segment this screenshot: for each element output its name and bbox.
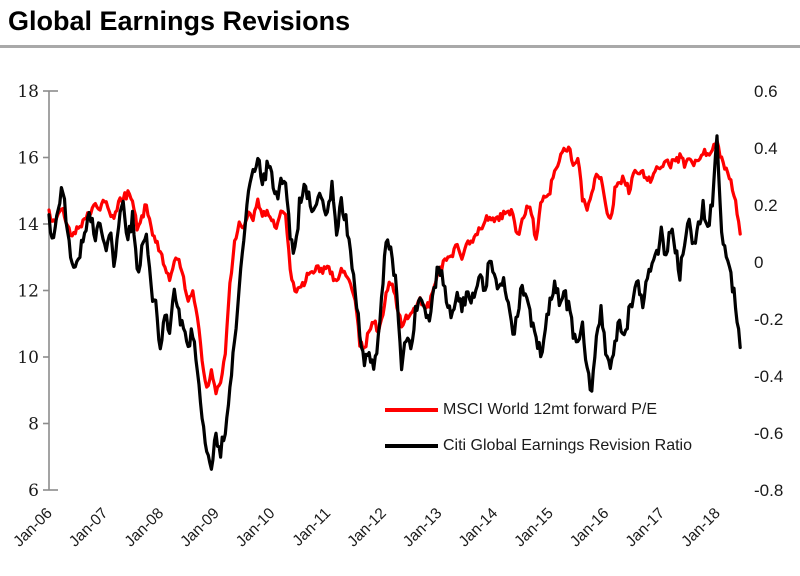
title-divider <box>0 45 800 48</box>
svg-text:Jan-11: Jan-11 <box>289 505 334 550</box>
svg-text:0.4: 0.4 <box>754 139 778 158</box>
svg-text:-0.8: -0.8 <box>754 481 783 500</box>
legend-item-msci: MSCI World 12mt forward P/E <box>385 398 692 422</box>
chart-legend: MSCI World 12mt forward P/E Citi Global … <box>385 398 692 470</box>
svg-text:0.6: 0.6 <box>754 82 778 101</box>
msci-line-swatch <box>385 408 438 412</box>
legend-label-citi: Citi Global Earnings Revision Ratio <box>443 437 692 454</box>
svg-text:14: 14 <box>17 215 39 235</box>
citi-line-swatch <box>385 444 438 448</box>
svg-text:Jan-06: Jan-06 <box>10 505 56 551</box>
svg-text:Jan-09: Jan-09 <box>177 505 223 551</box>
svg-text:Jan-14: Jan-14 <box>456 505 502 551</box>
svg-text:6: 6 <box>28 481 39 501</box>
svg-text:12: 12 <box>17 282 39 302</box>
svg-text:10: 10 <box>17 348 39 368</box>
svg-text:Jan-07: Jan-07 <box>66 505 112 551</box>
svg-text:-0.4: -0.4 <box>754 367 783 386</box>
svg-text:Jan-12: Jan-12 <box>344 505 390 551</box>
legend-label-msci: MSCI World 12mt forward P/E <box>443 401 657 418</box>
svg-text:16: 16 <box>17 149 39 169</box>
svg-text:Jan-16: Jan-16 <box>567 505 613 551</box>
svg-text:Jan-18: Jan-18 <box>678 505 724 551</box>
legend-item-citi: Citi Global Earnings Revision Ratio <box>385 434 692 458</box>
svg-text:Jan-13: Jan-13 <box>400 505 446 551</box>
svg-text:18: 18 <box>17 82 39 102</box>
svg-text:Jan-17: Jan-17 <box>623 505 669 551</box>
svg-text:8: 8 <box>28 415 39 435</box>
svg-text:Jan-15: Jan-15 <box>511 505 557 551</box>
page-title: Global Earnings Revisions <box>8 6 351 36</box>
svg-text:-0.2: -0.2 <box>754 310 783 329</box>
svg-text:Jan-08: Jan-08 <box>122 505 168 551</box>
svg-text:Jan-10: Jan-10 <box>233 505 279 551</box>
svg-text:0: 0 <box>754 253 763 272</box>
svg-text:0.2: 0.2 <box>754 196 778 215</box>
svg-text:-0.6: -0.6 <box>754 424 783 443</box>
